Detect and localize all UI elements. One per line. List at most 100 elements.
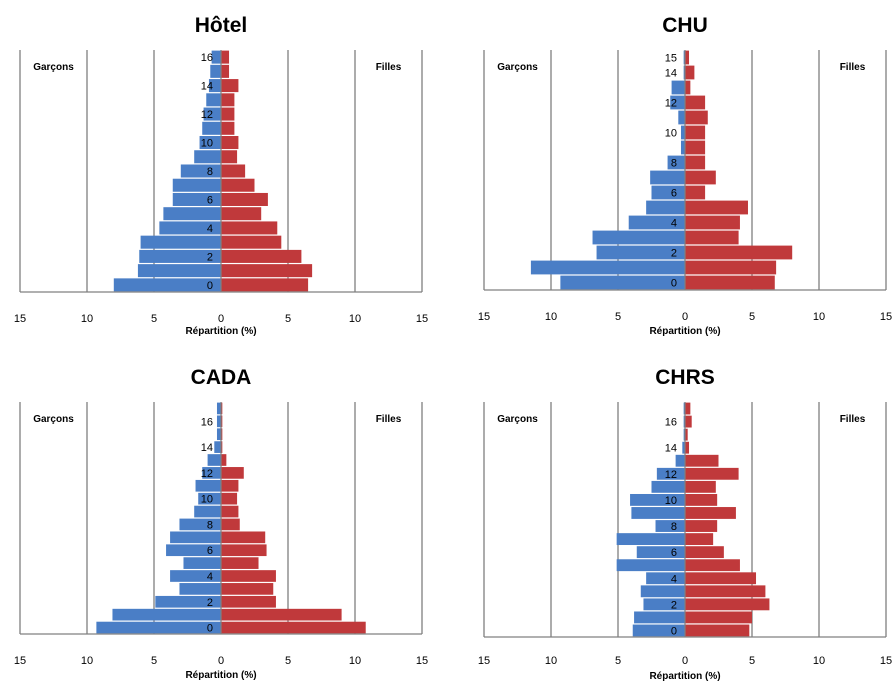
age-tick-label: 2 bbox=[207, 597, 213, 609]
bar-garcons-age-13 bbox=[207, 454, 221, 466]
x-tick-label: 5 bbox=[749, 311, 755, 323]
bar-filles-age-7 bbox=[221, 178, 255, 192]
bar-garcons-age-12 bbox=[202, 467, 221, 479]
bar-filles-age-2 bbox=[685, 245, 793, 260]
bar-garcons-age-12 bbox=[203, 107, 221, 121]
bar-filles-age-4 bbox=[221, 570, 276, 582]
age-tick-label: 12 bbox=[201, 468, 213, 480]
bar-garcons-age-2 bbox=[643, 598, 685, 611]
age-tick-label: 8 bbox=[671, 158, 677, 170]
bar-garcons-age-9 bbox=[194, 150, 221, 164]
bar-garcons-age-6 bbox=[636, 546, 685, 559]
bar-filles-age-0 bbox=[221, 621, 366, 634]
bar-garcons-age-5 bbox=[616, 559, 685, 572]
age-tick-label: 2 bbox=[671, 248, 677, 260]
age-tick-label: 6 bbox=[671, 547, 677, 559]
age-tick-label: 4 bbox=[671, 218, 677, 230]
age-tick-label: 4 bbox=[671, 573, 677, 585]
bar-garcons-age-17 bbox=[216, 402, 221, 415]
legend-garcons: Garçons bbox=[497, 62, 538, 73]
bar-garcons-age-5 bbox=[183, 557, 221, 569]
bar-filles-age-1 bbox=[221, 608, 342, 621]
bar-filles-age-6 bbox=[685, 546, 724, 559]
bar-filles-age-1 bbox=[685, 611, 752, 624]
bar-filles-age-11 bbox=[221, 479, 239, 492]
x-tick-label: 10 bbox=[545, 655, 557, 667]
bar-filles-age-3 bbox=[685, 585, 766, 598]
x-tick-label: 15 bbox=[880, 311, 892, 323]
bar-filles-age-17 bbox=[221, 402, 223, 415]
x-axis-label: Répartition (%) bbox=[185, 670, 256, 681]
x-tick-label: 10 bbox=[81, 655, 93, 667]
age-tick-label: 10 bbox=[665, 495, 677, 507]
bar-garcons-age-8 bbox=[179, 518, 221, 531]
bar-filles-age-11 bbox=[221, 121, 235, 135]
bar-garcons-age-6 bbox=[166, 544, 221, 557]
age-tick-label: 8 bbox=[207, 166, 213, 178]
age-tick-label: 12 bbox=[665, 98, 677, 110]
bar-filles-age-5 bbox=[685, 200, 748, 215]
age-tick-label: 2 bbox=[671, 599, 677, 611]
bar-garcons-age-14 bbox=[682, 441, 685, 454]
bar-filles-age-0 bbox=[221, 278, 309, 292]
age-tick-label: 16 bbox=[665, 417, 677, 429]
age-tick-label: 15 bbox=[665, 53, 677, 65]
bar-filles-age-12 bbox=[685, 95, 706, 110]
age-tick-label: 8 bbox=[671, 521, 677, 533]
bar-garcons-age-12 bbox=[670, 95, 685, 110]
age-tick-label: 12 bbox=[665, 469, 677, 481]
bar-garcons-age-14 bbox=[214, 441, 221, 453]
bar-garcons-age-0 bbox=[632, 624, 685, 637]
bar-filles-age-14 bbox=[685, 65, 695, 80]
x-tick-label: 5 bbox=[285, 313, 291, 325]
age-tick-label: 2 bbox=[207, 251, 213, 263]
chart-title: CHU bbox=[662, 14, 708, 37]
bar-garcons-age-0 bbox=[113, 278, 221, 292]
bar-garcons-age-11 bbox=[202, 121, 221, 135]
bar-filles-age-16 bbox=[221, 50, 230, 64]
x-tick-label: 5 bbox=[615, 311, 621, 323]
age-tick-label: 6 bbox=[671, 188, 677, 200]
age-tick-label: 4 bbox=[207, 571, 213, 583]
age-tick-label: 14 bbox=[665, 68, 677, 80]
age-tick-label: 8 bbox=[207, 519, 213, 531]
bar-garcons-age-12 bbox=[656, 467, 685, 480]
age-tick-label: 0 bbox=[207, 280, 213, 292]
bar-filles-age-4 bbox=[685, 572, 757, 585]
x-tick-label: 15 bbox=[14, 313, 26, 325]
bar-garcons-age-14 bbox=[683, 65, 685, 80]
bar-garcons-age-17 bbox=[683, 402, 685, 415]
age-tick-label: 10 bbox=[201, 494, 213, 506]
bar-garcons-age-10 bbox=[680, 125, 685, 140]
bar-filles-age-9 bbox=[685, 507, 736, 519]
bar-garcons-age-6 bbox=[172, 192, 221, 206]
bar-garcons-age-2 bbox=[155, 595, 221, 608]
bar-filles-age-1 bbox=[685, 260, 777, 275]
bar-garcons-age-13 bbox=[671, 80, 685, 95]
chart-title: CHRS bbox=[655, 366, 715, 389]
bar-garcons-age-16 bbox=[216, 415, 221, 428]
bar-garcons-age-4 bbox=[170, 570, 221, 582]
x-tick-label: 0 bbox=[682, 311, 688, 323]
bar-filles-age-14 bbox=[221, 441, 223, 453]
bar-garcons-age-1 bbox=[137, 264, 221, 278]
x-tick-label: 5 bbox=[615, 655, 621, 667]
bar-filles-age-10 bbox=[221, 492, 238, 505]
bar-filles-age-8 bbox=[685, 155, 706, 170]
bar-garcons-age-2 bbox=[596, 245, 685, 260]
age-tick-label: 10 bbox=[201, 138, 213, 150]
bar-garcons-age-4 bbox=[159, 221, 221, 235]
x-tick-label: 5 bbox=[285, 655, 291, 667]
bar-garcons-age-9 bbox=[680, 140, 685, 155]
x-axis-label: Répartition (%) bbox=[185, 326, 256, 337]
bar-filles-age-16 bbox=[685, 415, 692, 428]
bar-garcons-age-5 bbox=[646, 200, 685, 215]
age-tick-label: 6 bbox=[207, 545, 213, 557]
bar-garcons-age-13 bbox=[675, 454, 685, 467]
bar-garcons-age-3 bbox=[179, 583, 221, 595]
bar-garcons-age-7 bbox=[616, 533, 685, 546]
bar-filles-age-9 bbox=[221, 150, 238, 164]
bar-garcons-age-3 bbox=[592, 230, 685, 245]
age-tick-label: 16 bbox=[201, 416, 213, 428]
bar-filles-age-10 bbox=[221, 136, 239, 150]
